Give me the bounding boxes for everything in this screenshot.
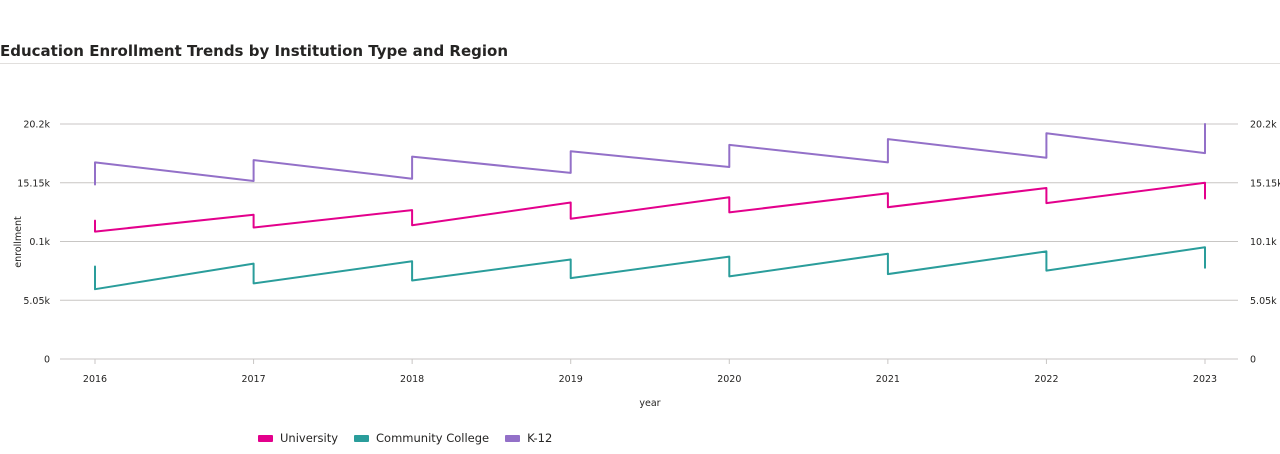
y-tick-label-left: 15.15k bbox=[17, 178, 50, 189]
legend: University Community College K-12 bbox=[258, 431, 552, 445]
legend-swatch bbox=[505, 434, 521, 442]
x-tick-label-2019: 2019 bbox=[559, 374, 583, 385]
legend-label: K-12 bbox=[527, 431, 553, 445]
x-tick-label-2016: 2016 bbox=[83, 374, 107, 385]
series-line-university[interactable] bbox=[94, 181, 1206, 233]
series-line-k-12[interactable] bbox=[94, 123, 1206, 186]
legend-label: University bbox=[280, 431, 339, 445]
gridlines bbox=[60, 123, 1238, 360]
y-axis-left: 0 5.05k 0.1k 15.15k 20.2k bbox=[17, 120, 50, 366]
x-tick-label-2022: 2022 bbox=[1034, 374, 1058, 385]
legend-item-k-12[interactable]: K-12 bbox=[505, 431, 552, 445]
title-divider bbox=[0, 63, 1280, 64]
x-axis: 2016 2017 2018 2019 2020 2021 2022 2023 bbox=[83, 359, 1217, 385]
y-tick-label-right: 5.05k bbox=[1250, 296, 1277, 307]
legend-item-university[interactable]: University bbox=[258, 431, 338, 445]
legend-item-community-college[interactable]: Community College bbox=[354, 431, 489, 445]
y-tick-label-left: 20.2k bbox=[23, 120, 50, 131]
y-tick-label-right: 20.2k bbox=[1250, 120, 1277, 131]
chart-title: Education Enrollment Trends by Instituti… bbox=[0, 42, 509, 60]
legend-label: Community College bbox=[376, 431, 490, 445]
x-tick-label-2023: 2023 bbox=[1193, 374, 1217, 385]
x-tick-label-2021: 2021 bbox=[876, 374, 900, 385]
y-tick-label-left: 0.1k bbox=[29, 237, 50, 248]
y-tick-label-right: 0 bbox=[1250, 355, 1256, 366]
y-tick-label-left: 0 bbox=[44, 355, 50, 366]
y-axis-right: 0 5.05k 10.1k 15.15k 20.2k bbox=[1250, 120, 1280, 366]
y-tick-label-left: 5.05k bbox=[23, 296, 50, 307]
legend-swatch bbox=[354, 434, 370, 442]
y-axis-title: enrollment bbox=[13, 216, 24, 268]
x-tick-label-2017: 2017 bbox=[241, 374, 265, 385]
x-tick-label-2018: 2018 bbox=[400, 374, 424, 385]
y-tick-label-right: 10.1k bbox=[1250, 237, 1277, 248]
y-tick-label-right: 15.15k bbox=[1250, 178, 1280, 189]
series-lines bbox=[94, 123, 1206, 291]
legend-swatch bbox=[258, 434, 273, 442]
x-axis-title: year bbox=[639, 398, 660, 409]
x-tick-label-2020: 2020 bbox=[717, 374, 741, 385]
series-line-community-college[interactable] bbox=[94, 246, 1206, 291]
